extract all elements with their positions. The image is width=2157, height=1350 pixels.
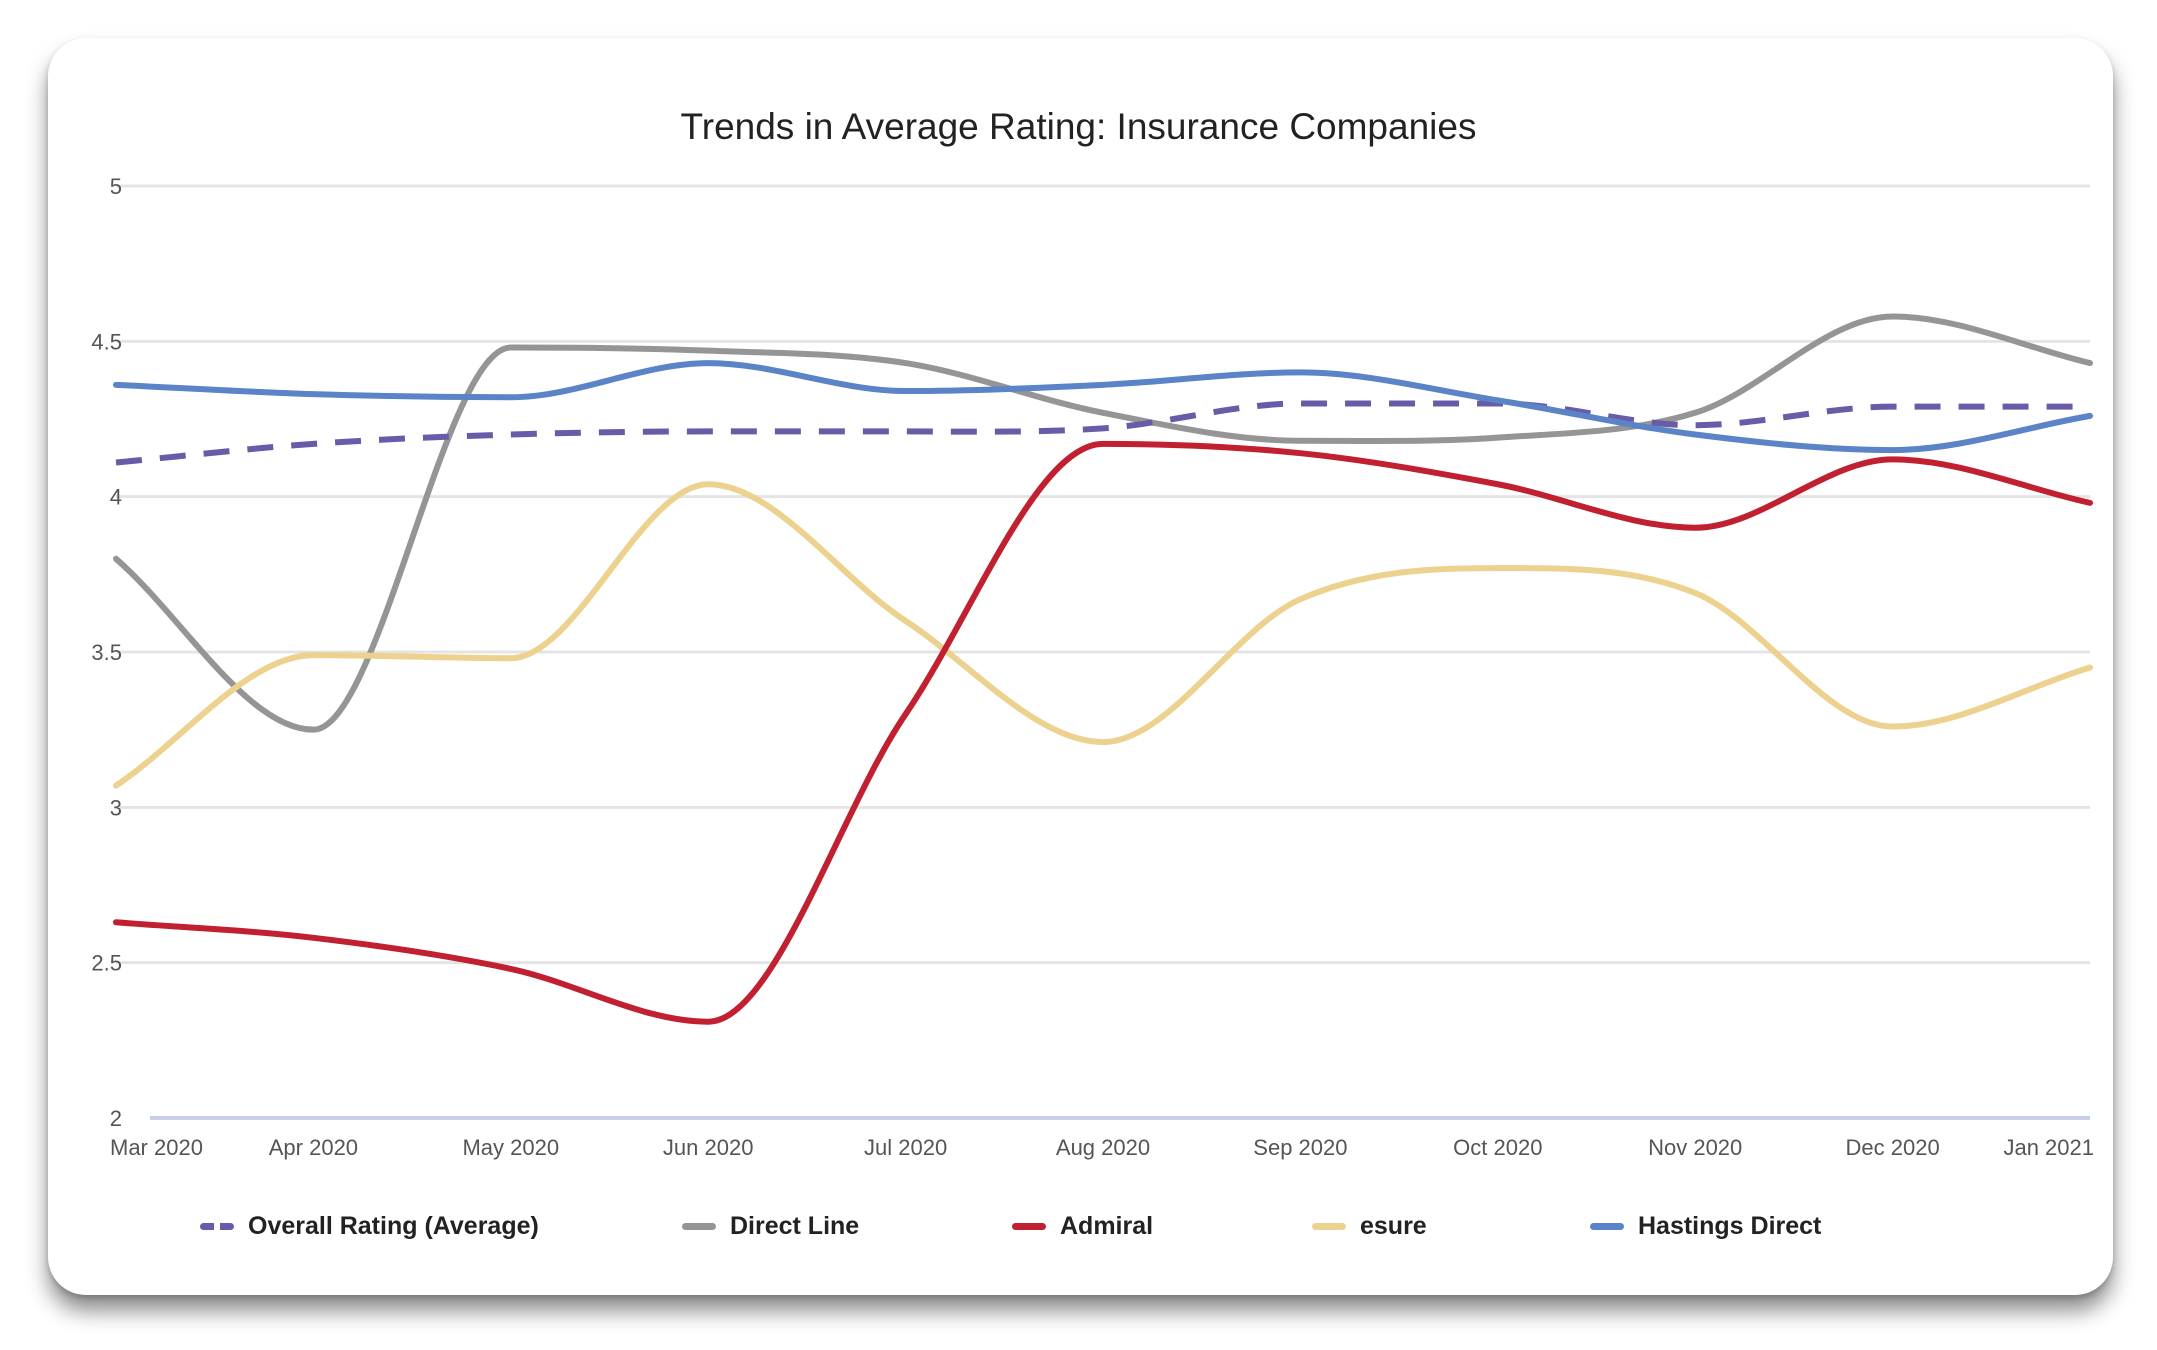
x-tick-label: Dec 2020 [1846, 1135, 1940, 1160]
legend-swatch [682, 1223, 716, 1230]
legend-label: Direct Line [730, 1212, 860, 1240]
series-line-hastings-direct[interactable] [113, 360, 2093, 454]
legend-item-direct-line[interactable]: Direct Line [682, 1212, 859, 1241]
legend-swatch [1590, 1223, 1624, 1230]
legend-item-admiral[interactable]: Admiral [1012, 1212, 1153, 1241]
series-line-esure[interactable] [113, 481, 2093, 789]
x-tick-label: Sep 2020 [1253, 1135, 1347, 1160]
legend-swatch [1312, 1223, 1346, 1230]
series-lines [113, 313, 2093, 1025]
y-tick-label: 3.5 [91, 640, 122, 665]
x-tick-label: Mar 2020 [110, 1135, 203, 1160]
legend-item-esure[interactable]: esure [1312, 1212, 1427, 1241]
y-tick-label: 2 [110, 1106, 122, 1131]
x-tick-label: Jul 2020 [864, 1135, 947, 1160]
grid-lines [116, 184, 2090, 1120]
legend-swatch [1012, 1223, 1046, 1230]
legend-label: Admiral [1060, 1212, 1154, 1240]
x-axis-ticks: Mar 2020 Apr 2020 May 2020 Jun 2020 Jul 2020… [110, 1135, 2094, 1160]
y-tick-label: 2.5 [91, 951, 122, 976]
legend-swatch [200, 1223, 234, 1230]
legend-item-hastings-direct[interactable]: Hastings Direct [1590, 1212, 1821, 1241]
chart-card [48, 38, 2113, 1295]
x-tick-label: Aug 2020 [1056, 1135, 1150, 1160]
x-tick-label: Apr 2020 [269, 1135, 358, 1160]
series-line-admiral[interactable] [113, 440, 2093, 1025]
y-tick-label: 4 [110, 485, 122, 510]
x-tick-label: May 2020 [462, 1135, 559, 1160]
legend-label: esure [1360, 1212, 1427, 1240]
y-tick-label: 5 [110, 174, 122, 199]
x-tick-label: Oct 2020 [1453, 1135, 1542, 1160]
y-axis-ticks: 2 2.5 3 3.5 4 4.5 5 [91, 174, 122, 1131]
series-line-direct-line[interactable] [113, 313, 2093, 733]
x-tick-label: Jan 2021 [2003, 1135, 2094, 1160]
chart-title: Trends in Average Rating: Insurance Comp… [680, 106, 1477, 147]
legend-item-overall-rating[interactable]: Overall Rating (Average) [200, 1212, 539, 1241]
x-tick-label: Nov 2020 [1648, 1135, 1742, 1160]
y-tick-label: 4.5 [91, 329, 122, 354]
legend-label: Hastings Direct [1638, 1212, 1822, 1240]
series-line-overall-rating-average[interactable] [115, 400, 2090, 466]
x-tick-label: Jun 2020 [663, 1135, 754, 1160]
legend-label: Overall Rating (Average) [248, 1212, 539, 1240]
y-tick-label: 3 [110, 795, 122, 820]
